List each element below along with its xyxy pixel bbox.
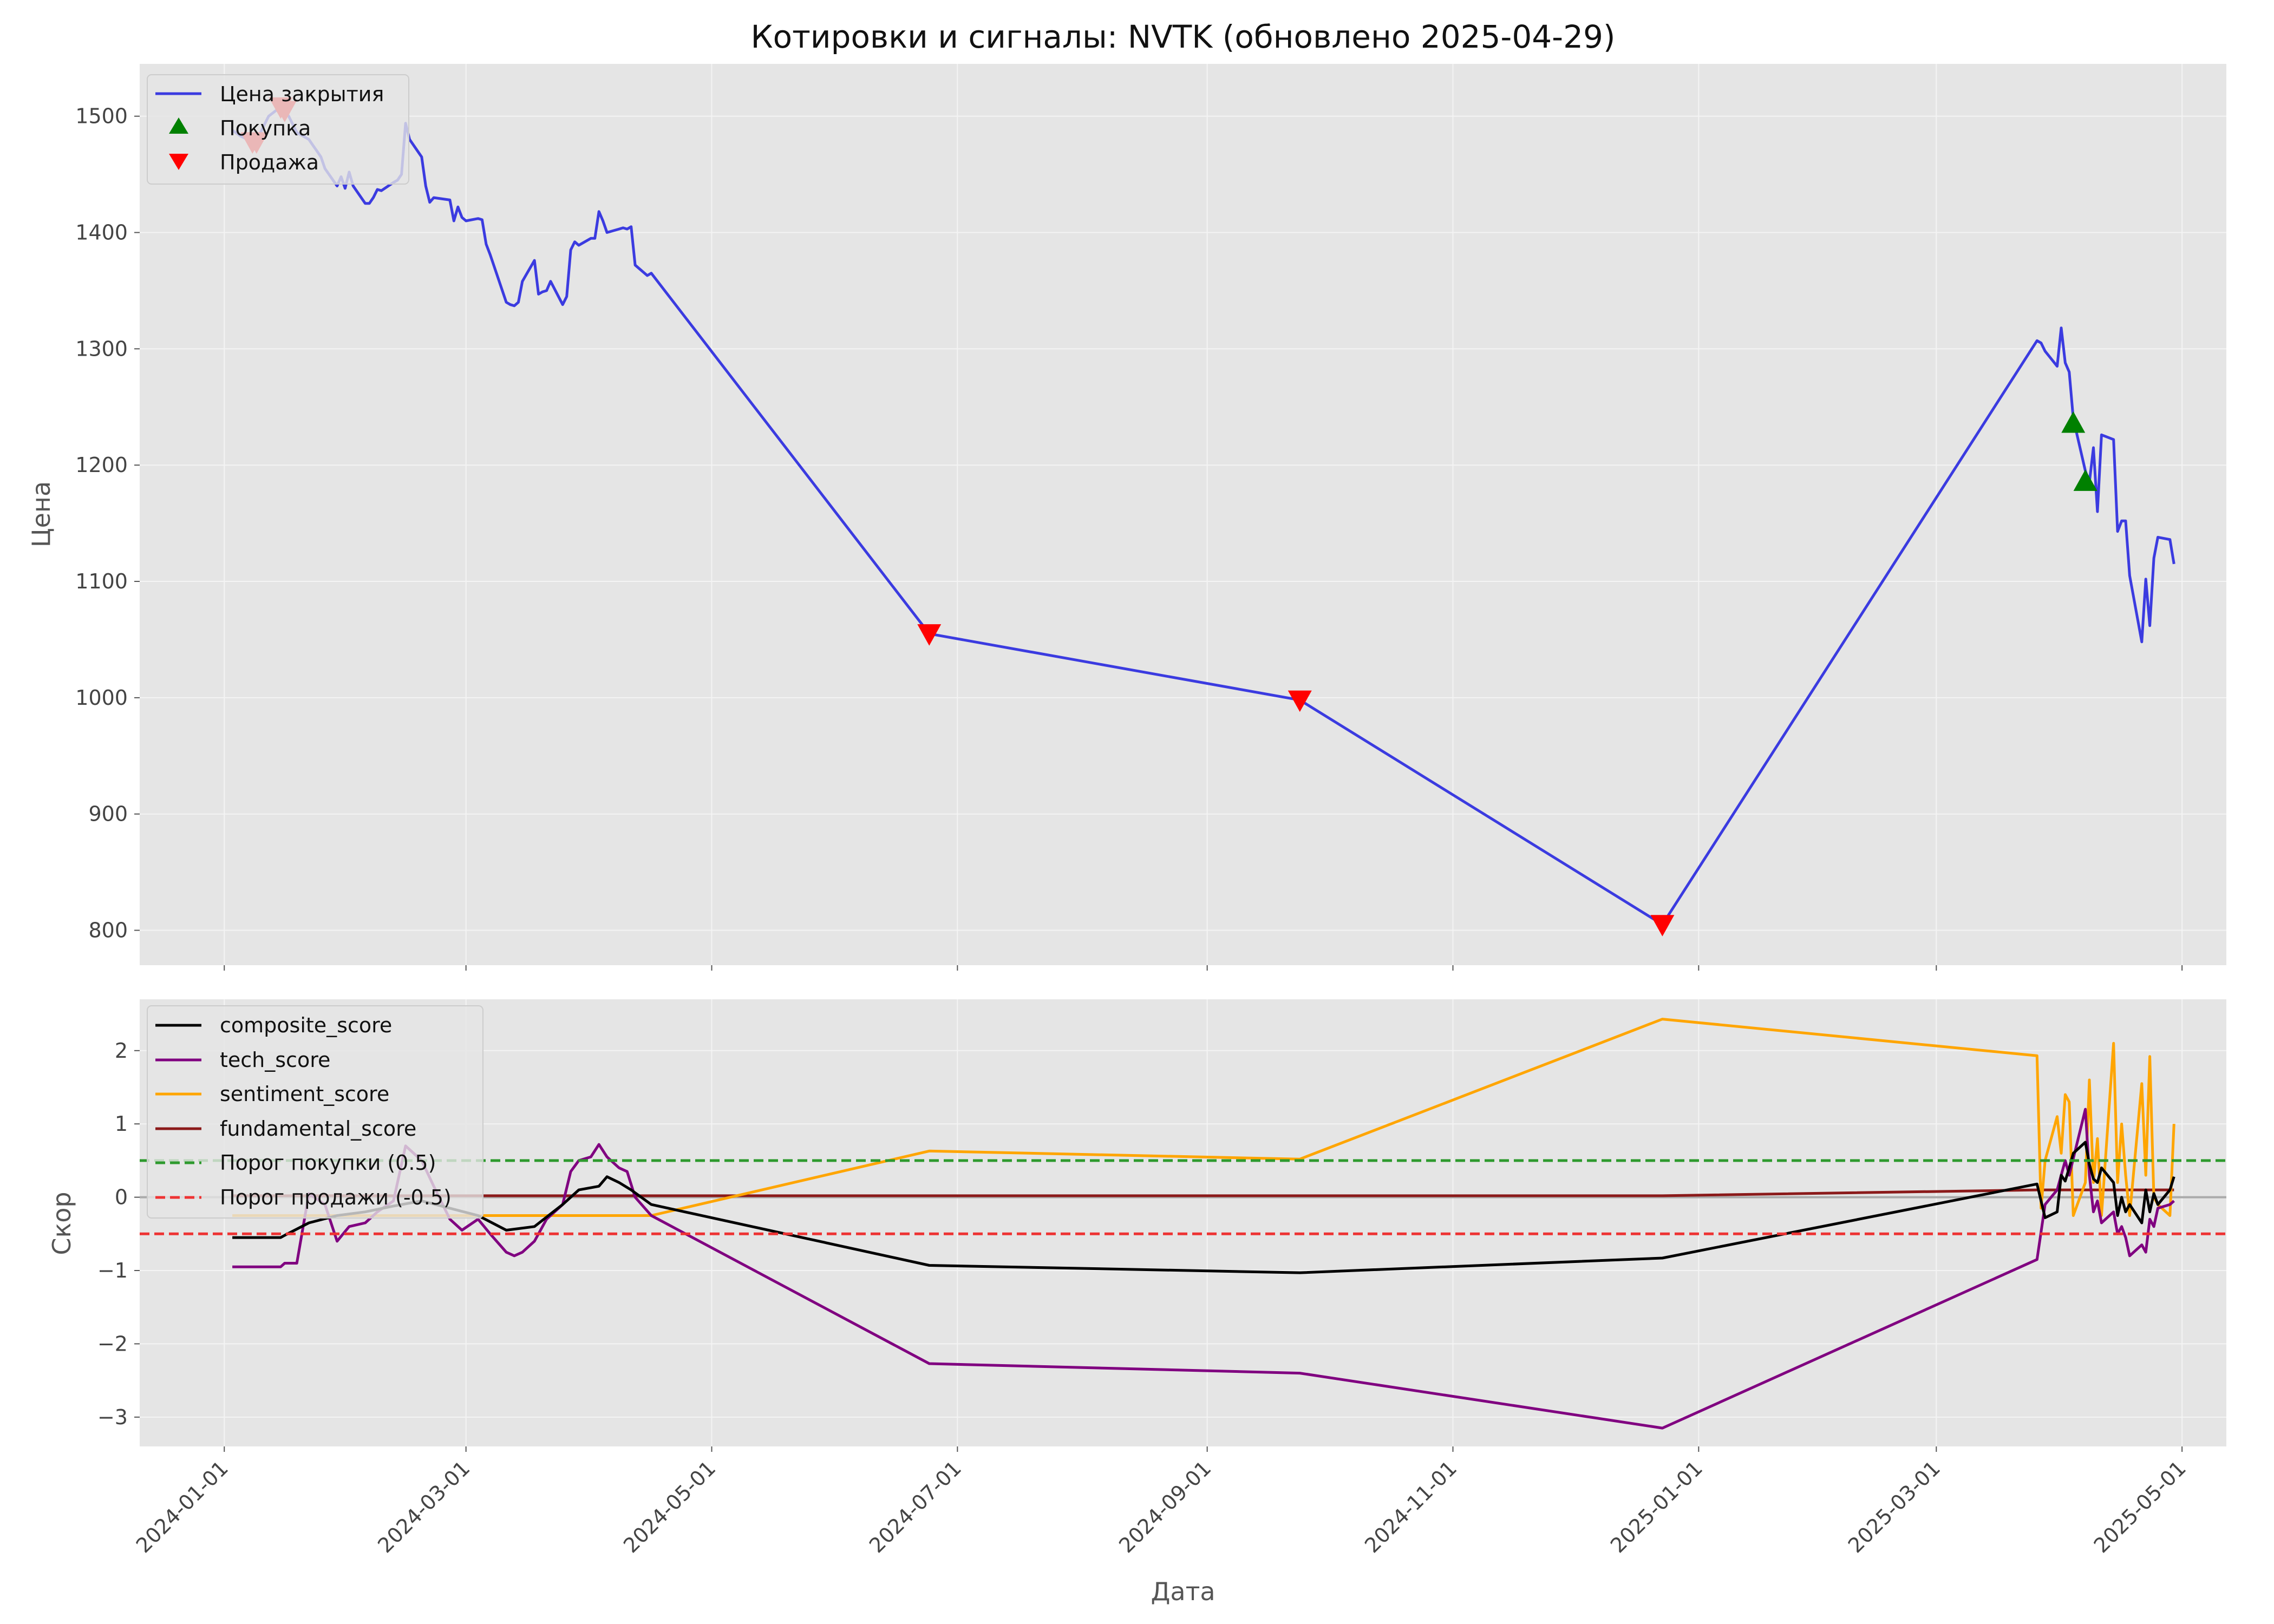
score-x-tick-label: 2024-03-01 bbox=[373, 1456, 474, 1557]
score-legend: composite_score tech_score sentiment_sco… bbox=[147, 1005, 483, 1219]
price-y-label: Цена bbox=[27, 481, 56, 547]
price-y-tick-label: 1500 bbox=[75, 104, 128, 128]
legend-sell-swatch bbox=[169, 154, 188, 170]
price-legend: Цена закрытия Покупка Продажа bbox=[147, 74, 409, 185]
score-x-tick-label: 2024-09-01 bbox=[1114, 1456, 1216, 1557]
fundamental-score-line bbox=[232, 1188, 2174, 1197]
score-x-tick-label: 2024-11-01 bbox=[1360, 1456, 1461, 1557]
price-y-ticks: 800 900 1000 1100 1200 1300 1400 1500 bbox=[75, 104, 140, 942]
price-y-tick-label: 800 bbox=[88, 919, 128, 942]
legend-tech-label: tech_score bbox=[220, 1048, 330, 1072]
legend-buy-label: Покупка bbox=[220, 116, 311, 140]
score-y-tick-label: 0 bbox=[115, 1186, 128, 1209]
price-y-tick-label: 1200 bbox=[75, 453, 128, 477]
legend-price-label: Цена закрытия bbox=[220, 82, 384, 106]
sell-marker bbox=[917, 624, 942, 646]
price-y-tick-label: 1000 bbox=[75, 686, 128, 710]
score-panel: −3 −2 −1 0 1 2 2024-01-01 2024-03-01 2024-05-01… bbox=[47, 999, 2226, 1606]
buy-marker bbox=[2073, 469, 2097, 491]
price-x-ticks bbox=[224, 965, 2183, 971]
legend-buy-threshold-label: Порог покупки (0.5) bbox=[220, 1151, 436, 1175]
chart-title: Котировки и сигналы: NVTK (обновлено 202… bbox=[750, 18, 1615, 55]
price-legend-box bbox=[147, 74, 409, 185]
score-x-tick-label: 2024-07-01 bbox=[865, 1456, 966, 1557]
score-y-ticks: −3 −2 −1 0 1 2 bbox=[97, 1039, 140, 1429]
score-y-tick-label: 2 bbox=[115, 1039, 128, 1063]
price-grid bbox=[140, 64, 2226, 965]
score-x-label: Дата bbox=[1151, 1577, 1215, 1606]
score-legend-box bbox=[147, 1005, 483, 1219]
score-y-tick-label: −1 bbox=[97, 1259, 128, 1282]
price-y-tick-label: 1400 bbox=[75, 221, 128, 245]
legend-sentiment-label: sentiment_score bbox=[220, 1082, 389, 1106]
legend-composite-label: composite_score bbox=[220, 1013, 392, 1037]
sell-marker bbox=[1650, 915, 1675, 937]
score-series bbox=[140, 1018, 2226, 1430]
price-panel: 800 900 1000 1100 1200 1300 1400 1500 Цена Цена… bbox=[27, 64, 2226, 971]
legend-sell-label: Продажа bbox=[220, 150, 319, 174]
score-plot-area bbox=[140, 999, 2226, 1446]
score-y-tick-label: −3 bbox=[97, 1405, 128, 1429]
score-y-tick-label: 1 bbox=[115, 1112, 128, 1136]
score-y-tick-label: −2 bbox=[97, 1332, 128, 1355]
price-plot-area bbox=[140, 64, 2226, 965]
score-y-label: Скор bbox=[47, 1191, 76, 1255]
score-x-tick-label: 2024-05-01 bbox=[619, 1456, 720, 1557]
legend-buy-swatch bbox=[169, 117, 188, 134]
buy-marker bbox=[2061, 411, 2086, 433]
price-y-tick-label: 900 bbox=[88, 802, 128, 826]
score-x-tick-label: 2025-01-01 bbox=[1606, 1456, 1707, 1557]
legend-fundamental-label: fundamental_score bbox=[220, 1117, 416, 1141]
score-x-tick-label: 2025-03-01 bbox=[1844, 1456, 1945, 1557]
sentiment-score-line bbox=[232, 1018, 2175, 1217]
sell-marker bbox=[1288, 690, 1312, 712]
price-y-tick-label: 1300 bbox=[75, 337, 128, 361]
score-x-tick-label: 2024-01-01 bbox=[132, 1456, 233, 1557]
score-x-ticks: 2024-01-01 2024-03-01 2024-05-01 2024-07-01… bbox=[132, 1446, 2191, 1557]
price-y-tick-label: 1100 bbox=[75, 569, 128, 593]
legend-sell-threshold-label: Порог продажи (-0.5) bbox=[220, 1186, 452, 1209]
score-x-tick-label: 2025-05-01 bbox=[2089, 1456, 2191, 1557]
